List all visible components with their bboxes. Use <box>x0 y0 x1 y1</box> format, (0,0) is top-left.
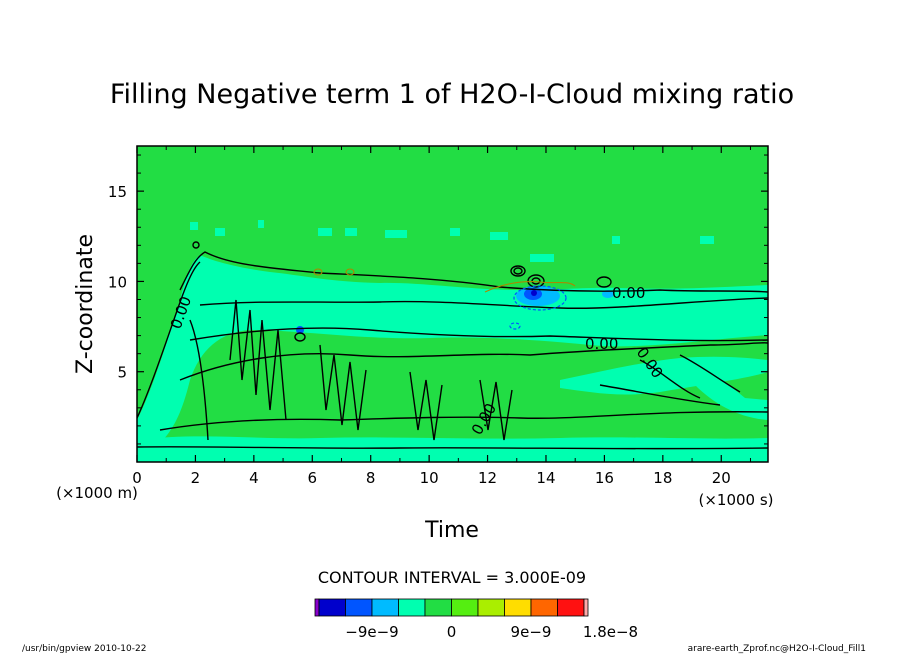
colorbar-tick-label: 9e−9 <box>511 623 552 641</box>
footer-right: arare-earth_Zprof.nc@H2O-I-Cloud_Fill1 <box>688 644 866 654</box>
colorbar-tick-label: 1.8e−8 <box>583 623 638 641</box>
colorbar-cell <box>318 598 346 617</box>
contour-band-cyan-right2 <box>690 362 768 420</box>
y-tick-label: 5 <box>117 364 127 382</box>
footer-left: /usr/bin/gpview 2010-10-22 <box>22 644 146 654</box>
colorbar-cell <box>583 598 589 617</box>
colorbar-tick-label: −9e−9 <box>345 623 398 641</box>
plot-frame <box>136 145 769 463</box>
x-tick-label: 10 <box>420 469 439 487</box>
colorbar-cell <box>371 598 399 617</box>
y-axis-label: Z-coordinate <box>73 234 98 374</box>
x-axis-label: Time <box>424 518 479 543</box>
colorbar-cell <box>398 598 426 617</box>
contour-interval: CONTOUR INTERVAL = 3.000E-09 <box>318 568 586 587</box>
colorbar-cell <box>424 598 452 617</box>
x-tick-label: 0 <box>132 469 142 487</box>
plot-area: 0.00 0.00 0.00 0.00 0.00 <box>137 146 768 462</box>
x-tick-label: 2 <box>191 469 201 487</box>
contour-label: 0.00 <box>612 284 645 302</box>
x-axis-unit: (×1000 s) <box>698 491 773 509</box>
colorbar-cell <box>504 598 532 617</box>
contour-labels: 0.00 0.00 0.00 0.00 0.00 <box>167 284 667 438</box>
x-tick-label: 20 <box>712 469 731 487</box>
contour-lines <box>137 251 768 450</box>
colorbar-cell <box>345 598 373 617</box>
y-tick-label: 15 <box>108 183 127 201</box>
colorbar-cell <box>477 598 505 617</box>
colorbar-cell <box>451 598 479 617</box>
x-tick-label: 16 <box>595 469 614 487</box>
anomaly-dashed <box>509 285 567 330</box>
colorbar-tick-labels: −9e−9 0 9e−9 1.8e−8 <box>345 623 638 641</box>
x-tick-label: 4 <box>249 469 259 487</box>
x-tick-label: 14 <box>536 469 555 487</box>
x-axis-ticks: 0 2 4 6 8 10 12 14 16 18 20 <box>132 146 751 487</box>
colorbar <box>314 598 589 617</box>
x-tick-label: 6 <box>308 469 318 487</box>
colorbar-tick-label: 0 <box>447 623 457 641</box>
colorbar-cell <box>557 598 585 617</box>
chart-title: Filling Negative term 1 of H2O-I-Cloud m… <box>110 79 794 110</box>
y-axis-ticks: 5 10 15 <box>108 154 768 445</box>
cloud-top-patches <box>190 220 714 262</box>
contour-band-cyan-low <box>137 436 768 462</box>
y-tick-label: 10 <box>108 273 127 291</box>
y-axis-unit: (×1000 m) <box>56 484 138 502</box>
x-tick-label: 18 <box>653 469 672 487</box>
x-tick-label: 8 <box>366 469 376 487</box>
contour-label: 0.00 <box>585 335 618 353</box>
negative-anomaly <box>296 286 614 334</box>
colorbar-cell <box>314 598 320 617</box>
anomaly-positive <box>313 268 576 293</box>
colorbar-cell <box>530 598 558 617</box>
x-tick-label: 12 <box>478 469 497 487</box>
